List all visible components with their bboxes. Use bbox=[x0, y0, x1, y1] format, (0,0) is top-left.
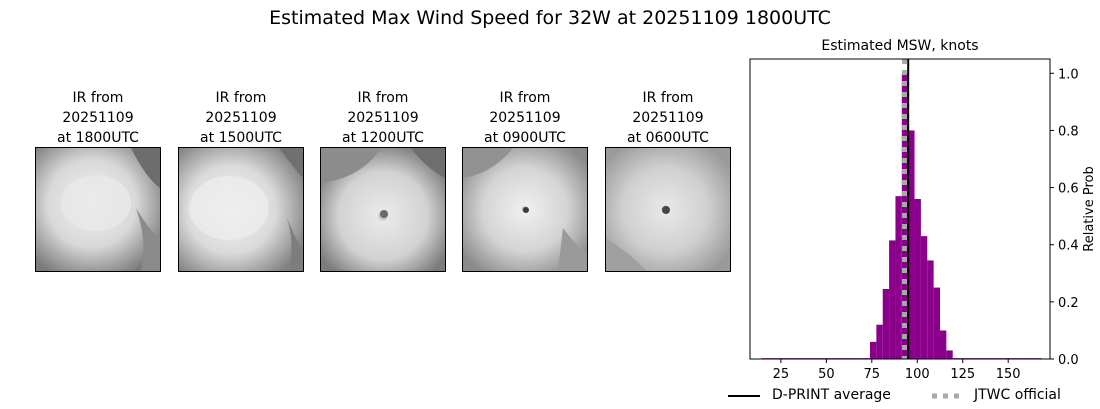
histogram-bar bbox=[870, 341, 877, 359]
panel-title-line: at 1200UTC bbox=[342, 130, 424, 146]
ir-panel-1: IR from 20251109 at 1800UTC bbox=[35, 88, 161, 272]
panel-title-line: IR from bbox=[72, 90, 124, 106]
y-axis-label: Relative Prob bbox=[1082, 166, 1097, 251]
histogram-bar bbox=[889, 240, 896, 359]
x-axis: 25 50 75 100 125 150 bbox=[773, 359, 1021, 382]
y-tick-label: 0.4 bbox=[1058, 239, 1079, 254]
histogram-bar bbox=[914, 199, 921, 359]
histogram-bar bbox=[920, 236, 928, 359]
panel-title: IR from 20251109 at 1200UTC bbox=[320, 88, 446, 148]
legend-jtwc-label: JTWC official bbox=[974, 387, 1061, 403]
reference-lines bbox=[902, 59, 910, 359]
panel-title-line: IR from bbox=[642, 90, 694, 106]
panel-title-line: at 0600UTC bbox=[627, 130, 709, 146]
y-tick-label: 0.8 bbox=[1058, 124, 1079, 139]
panel-title: IR from 20251109 at 1500UTC bbox=[178, 88, 304, 148]
histogram-bar bbox=[927, 260, 934, 359]
histogram-bars bbox=[761, 73, 1042, 360]
x-tick-label: 125 bbox=[950, 367, 975, 382]
histogram-bar bbox=[933, 287, 940, 359]
panel-title-line: 20251109 bbox=[347, 110, 419, 126]
figure-title: Estimated Max Wind Speed for 32W at 2025… bbox=[269, 7, 831, 29]
panel-title: IR from 20251109 at 1800UTC bbox=[35, 88, 161, 148]
y-axis: 0.0 0.2 0.4 0.6 0.8 1.0 bbox=[1050, 67, 1079, 368]
y-tick-label: 0.0 bbox=[1058, 353, 1079, 368]
ir-satellite-image bbox=[178, 147, 304, 272]
ir-panel-5: IR from 20251109 at 0600UTC bbox=[605, 88, 731, 272]
x-tick-label: 75 bbox=[864, 367, 881, 382]
legend-dprint-label: D-PRINT average bbox=[772, 387, 891, 403]
panel-title-line: 20251109 bbox=[205, 110, 277, 126]
histogram-bar bbox=[882, 289, 890, 359]
panel-title-line: 20251109 bbox=[632, 110, 704, 126]
ir-satellite-image bbox=[320, 147, 446, 272]
y-tick-label: 0.2 bbox=[1058, 296, 1079, 311]
histogram-bar bbox=[946, 350, 953, 359]
chart-title: Estimated MSW, knots bbox=[821, 38, 978, 54]
plot-frame bbox=[749, 58, 1051, 360]
histogram-bar bbox=[908, 130, 915, 359]
ir-panel-3: IR from 20251109 at 1200UTC bbox=[320, 88, 446, 272]
ir-panel-4: IR from 20251109 at 0900UTC bbox=[462, 88, 588, 272]
ir-satellite-image bbox=[605, 147, 731, 272]
panel-title-line: IR from bbox=[215, 90, 267, 106]
x-tick-label: 100 bbox=[905, 367, 930, 382]
panel-title-line: at 1800UTC bbox=[57, 130, 139, 146]
panel-title-line: IR from bbox=[357, 90, 409, 106]
panel-title-line: IR from bbox=[499, 90, 551, 106]
x-tick-label: 25 bbox=[773, 367, 790, 382]
ir-satellite-image bbox=[35, 147, 161, 272]
panel-title-line: 20251109 bbox=[62, 110, 134, 126]
ir-satellite-image bbox=[462, 147, 588, 272]
panel-title: IR from 20251109 at 0600UTC bbox=[605, 88, 731, 148]
x-tick-label: 50 bbox=[818, 367, 835, 382]
histogram-bar bbox=[895, 196, 902, 359]
histogram-bar bbox=[876, 324, 883, 359]
y-tick-label: 0.6 bbox=[1058, 182, 1079, 197]
panel-title-line: at 0900UTC bbox=[484, 130, 566, 146]
y-tick-label: 1.0 bbox=[1058, 67, 1079, 82]
panel-title: IR from 20251109 at 0900UTC bbox=[462, 88, 588, 148]
ir-panel-2: IR from 20251109 at 1500UTC bbox=[178, 88, 304, 272]
histogram-bar bbox=[940, 330, 947, 359]
x-tick-label: 150 bbox=[996, 367, 1021, 382]
panel-title-line: 20251109 bbox=[489, 110, 561, 126]
panel-title-line: at 1500UTC bbox=[200, 130, 282, 146]
